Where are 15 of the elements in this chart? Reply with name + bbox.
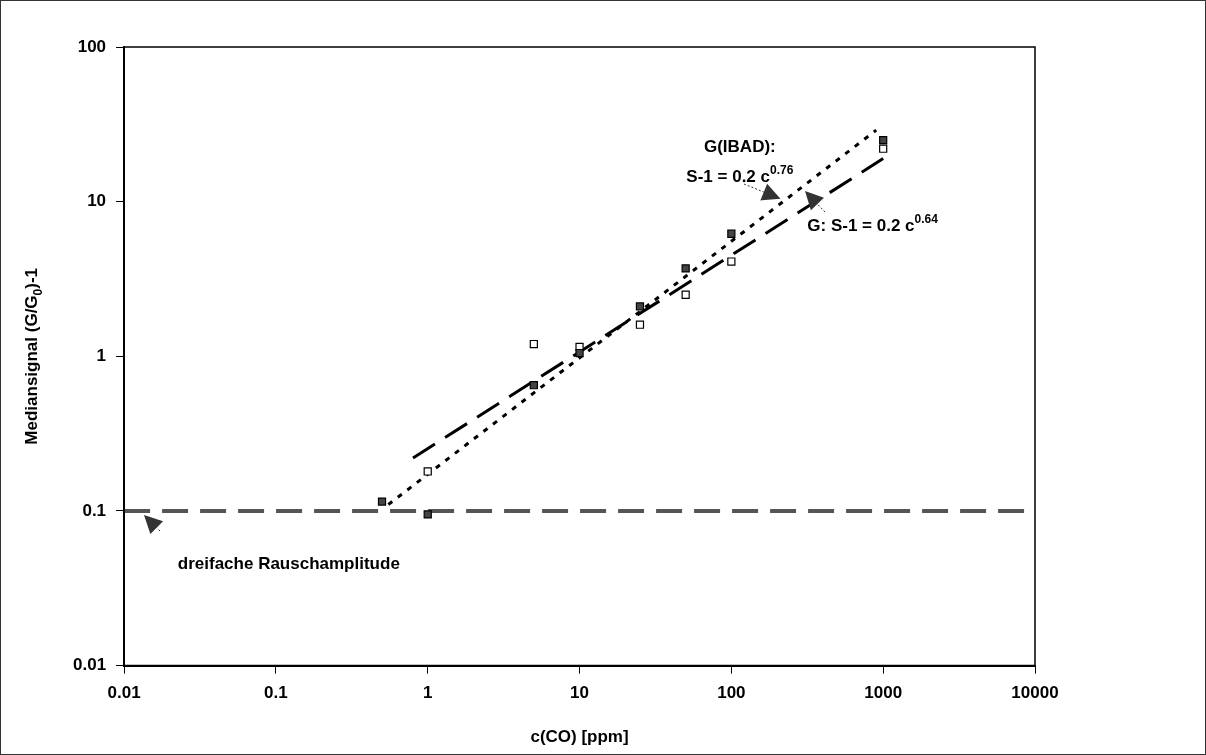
- x-tick-label: 1: [422, 683, 433, 703]
- y-tick-label: 0.1: [82, 500, 107, 520]
- y-axis-title: Mediansignal (G/G0)-1: [22, 267, 45, 445]
- y-tick-label: 0.01: [72, 655, 107, 675]
- x-tick-label: 0.1: [264, 683, 288, 703]
- x-tick-label: 1000: [864, 683, 903, 703]
- ref-line-label: dreifache Rauschamplitude: [177, 553, 400, 573]
- x-tick-label: 100: [717, 683, 746, 703]
- x-axis-title: c(CO) [ppm]: [530, 727, 629, 746]
- x-tick-label: 10000: [1011, 683, 1059, 703]
- y-tick-label: 10: [87, 191, 107, 211]
- y-tick-label: 1: [96, 345, 107, 365]
- y-tick-label: 100: [77, 36, 107, 56]
- x-tick-label: 10: [570, 683, 589, 703]
- x-tick-label: 0.01: [107, 683, 141, 703]
